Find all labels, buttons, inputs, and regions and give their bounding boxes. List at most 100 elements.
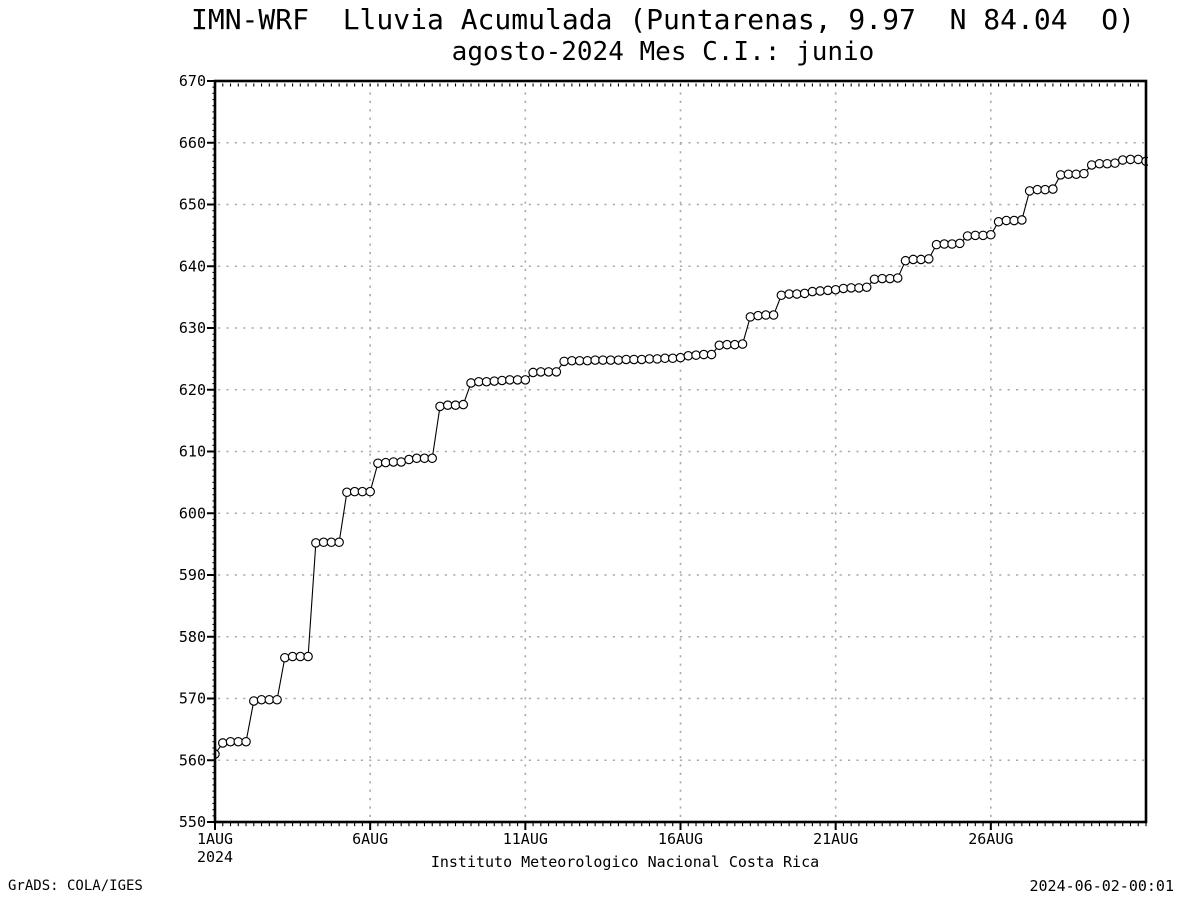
data-point bbox=[636, 354, 647, 365]
data-point bbox=[861, 282, 872, 293]
y-tick-label: 590 bbox=[179, 566, 206, 584]
data-point bbox=[419, 453, 430, 464]
y-tick-label: 570 bbox=[179, 690, 206, 708]
data-point bbox=[582, 355, 593, 366]
data-point bbox=[404, 454, 414, 465]
data-point bbox=[1017, 215, 1027, 225]
data-point bbox=[652, 354, 662, 364]
data-point bbox=[1001, 215, 1012, 226]
data-point bbox=[326, 537, 337, 548]
data-point bbox=[947, 239, 957, 249]
data-point bbox=[660, 353, 670, 364]
data-point bbox=[667, 353, 678, 364]
data-point bbox=[699, 349, 709, 360]
data-point bbox=[233, 736, 244, 747]
y-tick-label: 630 bbox=[179, 319, 206, 337]
data-point bbox=[1110, 158, 1120, 168]
x-tick-label: 16AUG bbox=[658, 830, 703, 848]
data-point bbox=[590, 355, 600, 365]
data-point bbox=[1024, 186, 1035, 196]
data-point bbox=[334, 537, 344, 548]
y-tick-label: 560 bbox=[179, 751, 206, 769]
data-point bbox=[520, 375, 531, 385]
data-point bbox=[892, 273, 903, 283]
data-point bbox=[303, 651, 313, 662]
data-point bbox=[823, 285, 833, 296]
y-tick-label: 660 bbox=[179, 134, 206, 152]
data-point bbox=[551, 367, 562, 377]
data-point bbox=[1009, 215, 1019, 226]
data-point bbox=[815, 286, 825, 296]
x-axis-caption: Instituto Meteorologico Nacional Costa R… bbox=[430, 853, 820, 871]
data-point bbox=[1086, 160, 1097, 170]
y-tick-label: 580 bbox=[179, 628, 206, 646]
grads-credit-label: GrADS: COLA/IGES bbox=[8, 878, 143, 894]
data-point bbox=[256, 694, 267, 705]
data-point bbox=[970, 230, 981, 241]
data-point bbox=[365, 486, 375, 497]
data-point bbox=[730, 339, 740, 350]
data-point bbox=[931, 239, 942, 250]
data-point bbox=[706, 349, 717, 360]
y-tick-label: 620 bbox=[179, 381, 206, 399]
data-point bbox=[1040, 184, 1050, 195]
data-point bbox=[955, 238, 965, 249]
x-tick-sublabel: 2024 bbox=[197, 848, 233, 866]
data-point bbox=[621, 354, 631, 365]
data-point bbox=[217, 738, 228, 748]
data-point bbox=[497, 375, 507, 386]
data-point bbox=[1071, 169, 1081, 180]
x-tick-label: 6AUG bbox=[352, 830, 388, 848]
gridlines bbox=[218, 84, 1144, 820]
data-point bbox=[1102, 158, 1112, 169]
data-point bbox=[1117, 155, 1128, 165]
data-point bbox=[784, 289, 794, 299]
data-point bbox=[567, 355, 577, 366]
data-point bbox=[342, 487, 352, 498]
data-point bbox=[885, 273, 895, 284]
data-point bbox=[357, 486, 368, 497]
data-point bbox=[287, 651, 298, 662]
data-point bbox=[854, 283, 864, 293]
data-point bbox=[986, 229, 996, 240]
data-point bbox=[1079, 168, 1089, 179]
chart-subtitle: agosto-2024 Mes C.I.: junio bbox=[451, 37, 875, 67]
data-point bbox=[768, 310, 779, 320]
data-point bbox=[1032, 184, 1043, 195]
data-point bbox=[962, 231, 973, 241]
data-point bbox=[745, 312, 756, 322]
data-point bbox=[442, 400, 453, 410]
data-point bbox=[249, 696, 259, 706]
data-point bbox=[683, 351, 694, 361]
data-point bbox=[675, 352, 686, 363]
data-point bbox=[722, 339, 732, 350]
data-point bbox=[792, 289, 802, 299]
series-lluvia-acumulada bbox=[214, 154, 1148, 759]
axis-ticks: 550 560 570 580 590 600 610 620 630 640 650 660 670 1… bbox=[179, 72, 1147, 866]
data-point bbox=[598, 355, 608, 365]
data-point bbox=[1048, 184, 1058, 194]
data-point bbox=[923, 254, 934, 264]
data-point bbox=[799, 288, 810, 299]
data-point bbox=[877, 273, 887, 284]
data-point bbox=[869, 274, 880, 284]
y-tick-label: 650 bbox=[179, 196, 206, 214]
data-point bbox=[272, 694, 282, 705]
data-point bbox=[605, 355, 616, 365]
data-point bbox=[458, 399, 469, 410]
data-point bbox=[427, 453, 438, 464]
data-point bbox=[559, 356, 569, 367]
data-point bbox=[900, 255, 911, 266]
data-point bbox=[373, 458, 383, 469]
x-tick-label: 11AUG bbox=[503, 830, 548, 848]
data-point bbox=[241, 736, 251, 747]
y-tick-label: 610 bbox=[179, 443, 206, 461]
data-point bbox=[613, 355, 624, 365]
data-point bbox=[714, 340, 725, 351]
data-point bbox=[629, 354, 639, 365]
data-point bbox=[435, 401, 445, 412]
data-point bbox=[916, 254, 926, 265]
data-point bbox=[225, 736, 236, 747]
data-point bbox=[450, 400, 461, 410]
